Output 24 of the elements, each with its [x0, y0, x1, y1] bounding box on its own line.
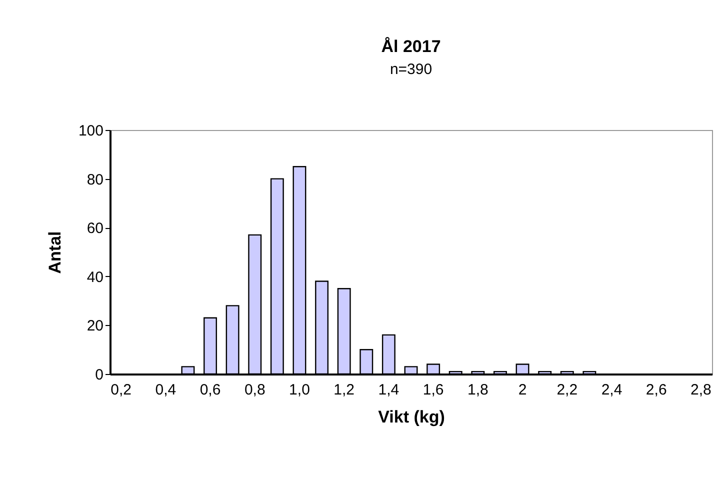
y-tick-label: 60: [86, 220, 104, 238]
x-tick-label: 1,0: [289, 382, 310, 398]
x-tick-label: 0,8: [244, 382, 266, 398]
y-tick-label: 20: [86, 318, 104, 335]
y-tick-label: 0: [95, 366, 104, 384]
y-axis-title: Antal: [45, 231, 64, 274]
x-tick-label: 0,4: [155, 382, 176, 398]
x-tick-label: 1,8: [467, 382, 488, 398]
x-tick-label: 0,6: [200, 382, 221, 398]
x-tick-label: 1,6: [422, 382, 444, 398]
x-tick-label: 1,4: [378, 382, 400, 398]
x-tick-label: 1,2: [334, 382, 355, 398]
x-tick-label: 2,6: [646, 382, 667, 398]
x-tick-label: 2,2: [556, 382, 578, 398]
x-tick-label: 2,4: [601, 382, 622, 398]
x-tick-label: 2: [518, 382, 527, 398]
x-tick-label: 0,2: [110, 382, 132, 398]
y-tick-label: 100: [78, 122, 104, 140]
x-axis-title: Vikt (kg): [378, 408, 445, 426]
y-tick-label: 40: [86, 268, 104, 286]
x-tick-label: 2,8: [690, 382, 712, 398]
chart-title: Ål 2017: [381, 37, 441, 56]
y-tick-label: 80: [86, 171, 104, 188]
chart-subtitle: n=390: [390, 61, 432, 78]
